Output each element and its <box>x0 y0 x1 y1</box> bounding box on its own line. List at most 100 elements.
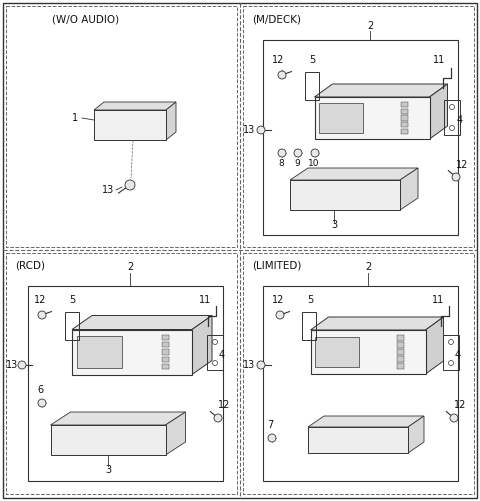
Circle shape <box>213 340 217 345</box>
Text: 5: 5 <box>309 55 315 65</box>
Text: 4: 4 <box>457 115 463 125</box>
Bar <box>263 40 458 235</box>
Bar <box>65 312 79 340</box>
Circle shape <box>18 361 26 369</box>
Polygon shape <box>94 102 176 110</box>
Bar <box>162 342 169 348</box>
Bar <box>311 330 425 374</box>
Circle shape <box>278 71 286 79</box>
Polygon shape <box>290 168 418 180</box>
Polygon shape <box>408 416 424 453</box>
Circle shape <box>449 125 455 130</box>
Bar <box>397 335 404 341</box>
Circle shape <box>448 340 454 345</box>
Polygon shape <box>308 416 424 427</box>
Text: (RCD): (RCD) <box>15 261 45 271</box>
Bar <box>207 335 223 370</box>
Text: 5: 5 <box>307 295 313 305</box>
Circle shape <box>213 361 217 366</box>
Circle shape <box>38 311 46 319</box>
Bar <box>397 356 404 362</box>
Text: 12: 12 <box>456 160 468 170</box>
Circle shape <box>278 149 286 157</box>
Bar <box>28 286 223 481</box>
Text: 13: 13 <box>102 185 114 195</box>
Bar <box>6 253 237 494</box>
Text: 12: 12 <box>218 400 230 410</box>
Bar <box>305 72 319 100</box>
Text: 4: 4 <box>455 350 461 360</box>
Bar <box>72 330 192 375</box>
Bar <box>314 97 430 139</box>
Bar <box>443 335 459 370</box>
Bar <box>319 103 363 133</box>
Text: 5: 5 <box>69 295 75 305</box>
Bar <box>162 335 169 340</box>
Text: 12: 12 <box>34 295 46 305</box>
Text: 4: 4 <box>219 350 225 360</box>
Polygon shape <box>192 316 212 375</box>
Bar <box>315 337 359 367</box>
Bar <box>290 180 400 210</box>
Text: 13: 13 <box>243 360 255 370</box>
Text: 11: 11 <box>432 295 444 305</box>
Bar <box>444 100 460 135</box>
Polygon shape <box>72 316 212 330</box>
Text: 12: 12 <box>272 55 284 65</box>
Polygon shape <box>425 317 444 374</box>
Text: 2: 2 <box>367 21 373 31</box>
Bar <box>243 253 474 494</box>
Polygon shape <box>166 412 185 455</box>
Bar <box>162 357 169 362</box>
Bar <box>77 336 122 368</box>
Circle shape <box>276 311 284 319</box>
Bar <box>397 349 404 355</box>
Bar <box>6 6 237 247</box>
Bar <box>401 109 408 114</box>
Circle shape <box>268 434 276 442</box>
Text: (LIMITED): (LIMITED) <box>252 261 301 271</box>
Text: 3: 3 <box>331 220 337 230</box>
Circle shape <box>449 105 455 110</box>
Circle shape <box>257 126 265 134</box>
Text: 6: 6 <box>37 385 43 395</box>
Circle shape <box>214 414 222 422</box>
Bar <box>401 129 408 134</box>
Text: 2: 2 <box>127 262 133 272</box>
Text: 9: 9 <box>294 158 300 167</box>
Bar <box>401 102 408 107</box>
Polygon shape <box>430 84 447 139</box>
Text: 12: 12 <box>272 295 284 305</box>
Bar <box>94 110 166 140</box>
Circle shape <box>125 180 135 190</box>
Bar <box>302 312 316 340</box>
Text: 11: 11 <box>433 55 445 65</box>
Bar <box>162 349 169 355</box>
Text: 1: 1 <box>72 113 78 123</box>
Bar <box>50 425 166 455</box>
Text: (W/O AUDIO): (W/O AUDIO) <box>52 14 119 24</box>
Text: 13: 13 <box>6 360 18 370</box>
Text: 7: 7 <box>267 420 273 430</box>
Text: 3: 3 <box>105 465 111 475</box>
Text: 8: 8 <box>278 158 284 167</box>
Bar <box>162 364 169 369</box>
Polygon shape <box>311 317 444 330</box>
Circle shape <box>311 149 319 157</box>
Text: 12: 12 <box>454 400 466 410</box>
Circle shape <box>257 361 265 369</box>
Bar <box>401 115 408 121</box>
Circle shape <box>294 149 302 157</box>
Bar <box>401 122 408 127</box>
Polygon shape <box>314 84 447 97</box>
Bar <box>397 342 404 348</box>
Circle shape <box>448 361 454 366</box>
Circle shape <box>38 399 46 407</box>
Text: (M/DECK): (M/DECK) <box>252 14 301 24</box>
Bar <box>243 6 474 247</box>
Polygon shape <box>50 412 185 425</box>
Circle shape <box>452 173 460 181</box>
Bar <box>397 363 404 369</box>
Text: 11: 11 <box>199 295 211 305</box>
Polygon shape <box>400 168 418 210</box>
